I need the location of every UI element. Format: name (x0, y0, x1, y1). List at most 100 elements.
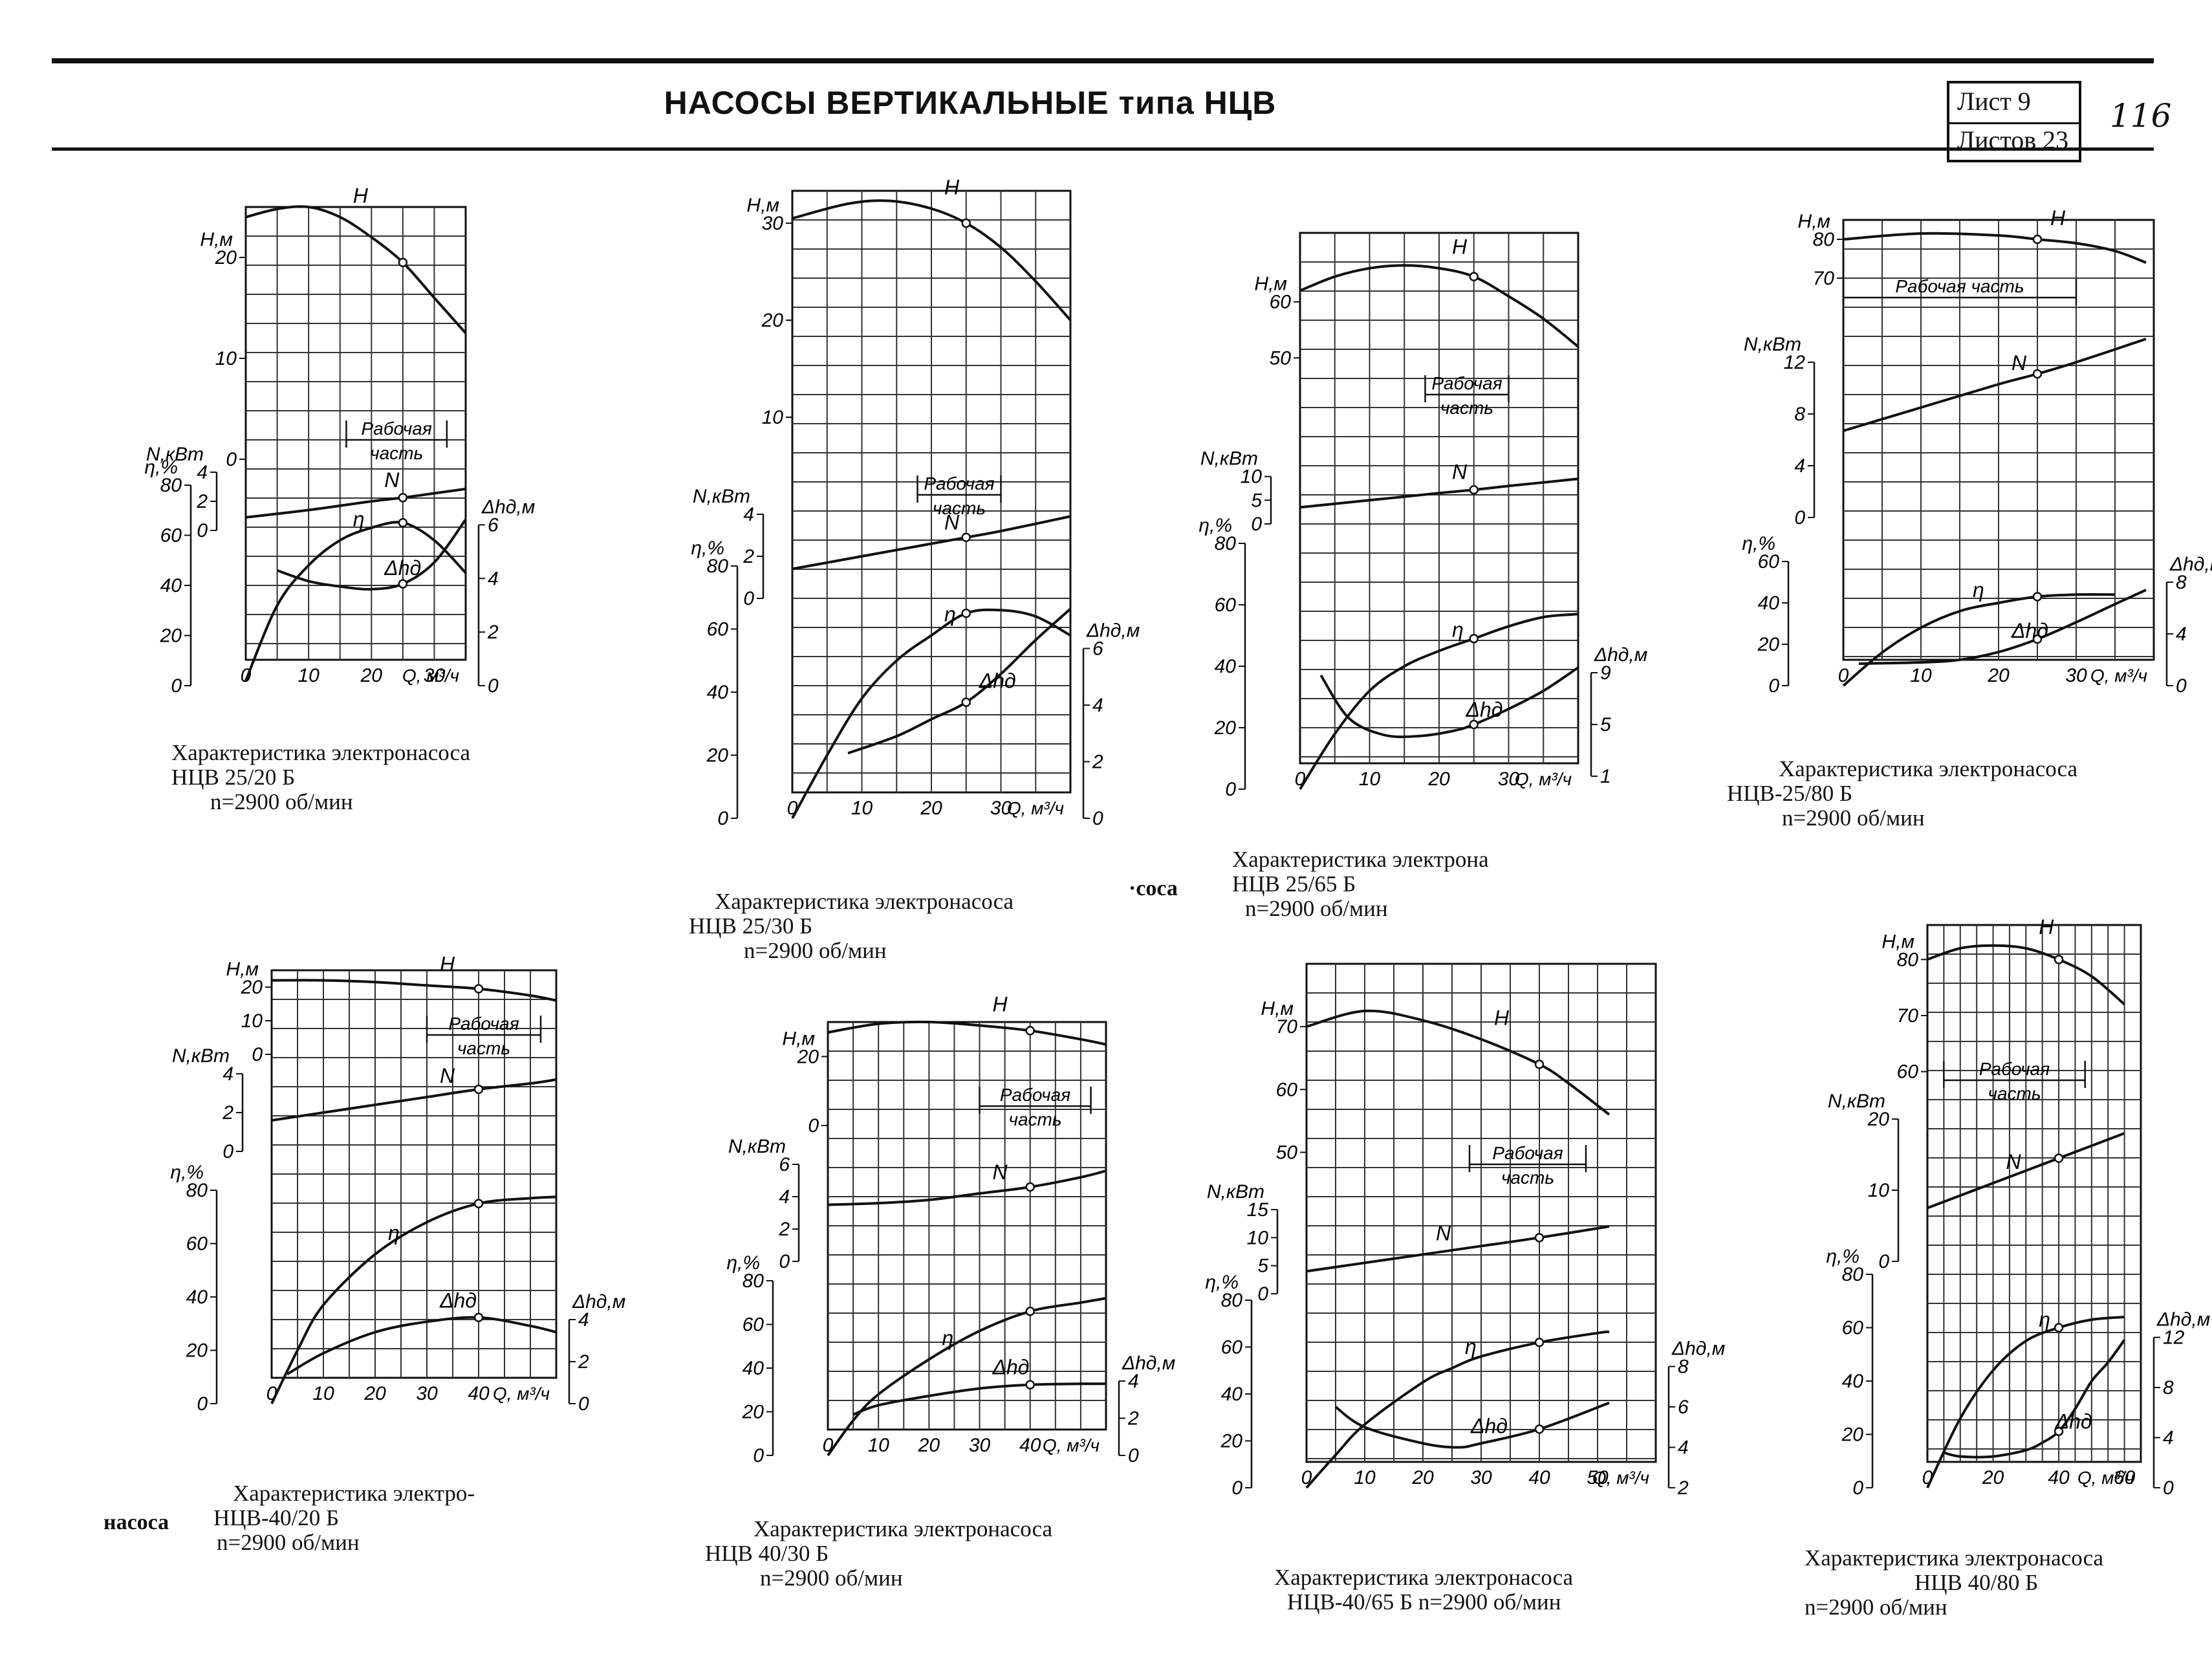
y-tick-label-H: 20 (241, 977, 263, 998)
y-tick-label-eta: 40 (1842, 1371, 1864, 1392)
y-tick-label-H: 70 (1897, 1005, 1919, 1027)
y-tick-label-eta: 0 (1225, 779, 1236, 800)
y-tick-label-eta: 20 (186, 1340, 208, 1362)
y-tick-label-N: 0 (1878, 1251, 1889, 1272)
y-tick-label-dh: 6 (1092, 638, 1103, 660)
x-tick-label: 40 (2048, 1467, 2070, 1488)
curve-N (792, 515, 1071, 571)
design-point-N (2032, 369, 2043, 379)
x-tick-label: 30 (2065, 665, 2087, 686)
y-tick-label-eta: 40 (1215, 656, 1237, 677)
x-tick-label: 30 (424, 665, 446, 686)
y-tick-label-N: 10 (1868, 1180, 1890, 1201)
design-point-dh (2054, 1426, 2064, 1437)
design-point-H (2032, 234, 2043, 245)
working-range-label-2: часть (933, 498, 986, 518)
caption-line1: Характеристика электронасоса (1779, 756, 2078, 781)
chart-ncv-40-80: 0 20 40 60Q, м³/ч607080Н,мН01020N,кВтN02040… (1826, 915, 2210, 1499)
axis-label-H: Н,м (1254, 274, 1287, 295)
caption-line1: Характеристика электрона (1232, 847, 1489, 872)
y-tick-label-eta: 20 (1757, 634, 1780, 655)
y-tick-label-eta: 20 (1841, 1424, 1864, 1446)
x-tick-label: 20 (360, 665, 383, 686)
y-tick-label-eta: 20 (1214, 717, 1237, 739)
caption-line1: Характеристика электронасоса (1805, 1545, 2104, 1571)
header-rule-bottom (52, 147, 2154, 151)
curve-label-dh: Δhд (384, 556, 421, 580)
y-tick-label-H: 80 (1897, 949, 1919, 970)
x-tick-label: 10 (1359, 768, 1381, 790)
y-tick-label-H: 70 (1813, 268, 1835, 289)
y-tick-label-dh: 8 (1678, 1356, 1689, 1378)
curve-label-dh: Δhд (2011, 619, 2048, 642)
x-tick-label: 40 (1528, 1467, 1550, 1488)
y-tick-label-eta: 40 (160, 575, 182, 596)
axis-label-dh: Δhд,м (1671, 1338, 1725, 1360)
y-tick-label-H: 30 (762, 213, 784, 234)
x-tick-label: 30 (1470, 1467, 1492, 1488)
y-tick-label-dh: 0 (2176, 675, 2187, 697)
caption-line3: n=2900 об/мин (760, 1565, 903, 1591)
x-tick-label: 20 (1982, 1467, 2004, 1488)
x-tick-label: 20 (363, 1383, 386, 1404)
curve-H (245, 205, 467, 334)
sheet-box-divider (1949, 122, 2079, 124)
y-tick-label-N: 0 (743, 588, 754, 609)
curve-label-eta: η (353, 507, 365, 530)
y-tick-label-N: 4 (779, 1186, 790, 1208)
y-tick-label-eta: 60 (1215, 594, 1237, 616)
x-tick-label: 20 (918, 1435, 940, 1456)
axis-label-H: Н,м (200, 229, 233, 250)
y-tick-label-H: 10 (215, 348, 237, 369)
curve-label-N: N (1436, 1221, 1451, 1245)
curve-label-H: Н (440, 952, 455, 975)
y-tick-label-eta: 80 (1221, 1290, 1243, 1311)
design-point-H (473, 984, 484, 994)
y-tick-label-N: 0 (1794, 507, 1805, 528)
y-tick-label-N: 8 (1794, 404, 1805, 425)
caption-line3: n=2900 об/мин (1245, 896, 1388, 921)
x-axis-unit: Q, м³/ч (1007, 798, 1064, 818)
y-tick-label-N: 4 (1794, 455, 1805, 477)
y-tick-label-N: 2 (743, 546, 754, 567)
caption-line2: НЦВ 25/20 Б (171, 765, 296, 790)
curve-eta (244, 521, 467, 682)
x-tick-label: 0 (1838, 665, 1849, 686)
design-point-N (1469, 484, 1479, 495)
design-point-dh (398, 579, 408, 589)
curve-label-H: Н (944, 176, 960, 199)
curve-eta (827, 1297, 1107, 1457)
plot-frame (244, 206, 467, 661)
y-tick-label-eta: 0 (1768, 675, 1779, 697)
axis-label-eta: η,% (1742, 533, 1775, 554)
y-tick-label-dh: 6 (1678, 1397, 1689, 1418)
chart-ncv-25-30: 0 10 20 30Q, м³/ч102030Н,мН024N,кВтN0204060… (691, 176, 1140, 830)
y-tick-label-dh: 0 (488, 675, 499, 697)
curve-eta (1842, 593, 2116, 687)
y-tick-label-H: 60 (1270, 292, 1292, 313)
y-tick-label-dh: 0 (1092, 808, 1103, 829)
y-tick-label-dh: 0 (2163, 1477, 2174, 1499)
working-range-label: Рабочая (924, 473, 994, 494)
design-point-eta (1534, 1338, 1545, 1347)
axis-label-N: N,кВт (1744, 334, 1801, 355)
y-tick-label-dh: 4 (578, 1309, 589, 1331)
y-tick-label-eta: 80 (186, 1180, 208, 1201)
y-tick-label-N: 5 (1251, 490, 1262, 511)
axis-label-eta: η,% (1198, 515, 1232, 536)
design-point-H (1534, 1060, 1545, 1069)
axis-label-N: N,кВт (1207, 1181, 1264, 1202)
caption-line1: Характеристика электронасоса (754, 1516, 1053, 1541)
x-tick-label: 20 (1411, 1467, 1434, 1488)
caption-ncv-25-30: Характеристика электронасоса НЦВ 25/30 Б… (689, 889, 1014, 963)
curve-eta (1299, 613, 1579, 790)
y-tick-label-eta: 40 (1758, 593, 1780, 614)
design-point-eta (1469, 634, 1479, 644)
y-tick-label-eta: 0 (197, 1393, 208, 1415)
y-tick-label-eta: 0 (171, 675, 182, 697)
curve-H (827, 1020, 1107, 1046)
design-point-H (1025, 1026, 1035, 1036)
curve-label-dh: Δhд (439, 1289, 477, 1312)
curve-N (271, 1078, 557, 1122)
